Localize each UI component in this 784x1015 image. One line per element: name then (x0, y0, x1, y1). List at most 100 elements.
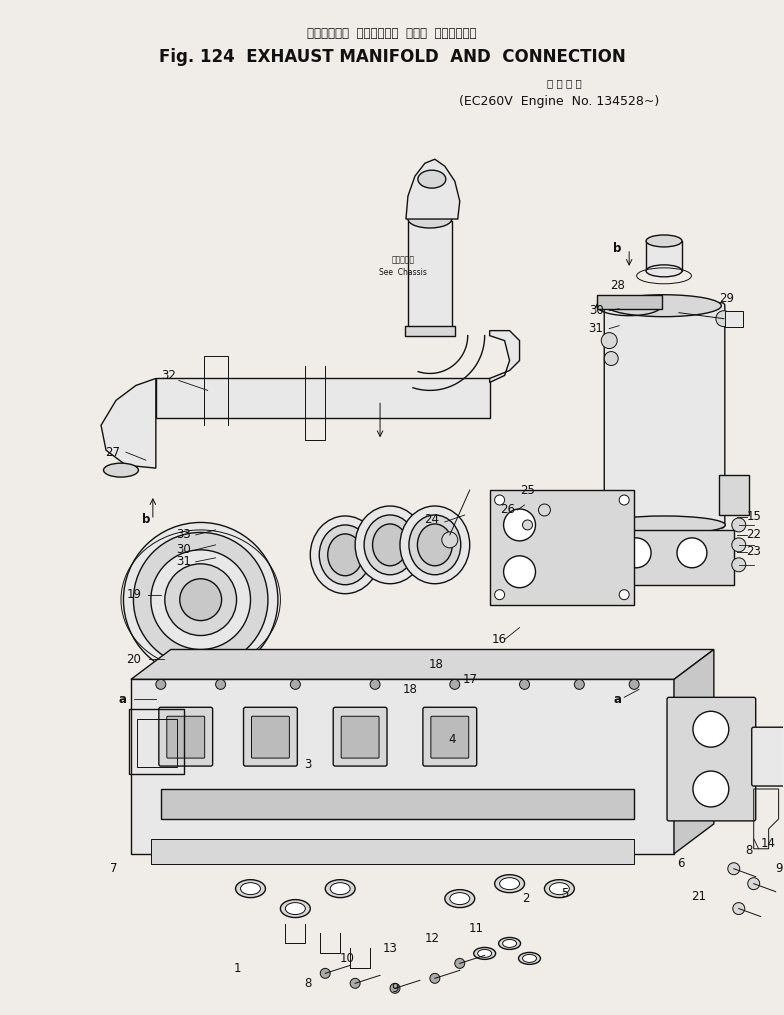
Polygon shape (101, 379, 156, 468)
Text: 30: 30 (176, 543, 191, 556)
Ellipse shape (310, 516, 380, 594)
Ellipse shape (319, 525, 371, 585)
Ellipse shape (445, 889, 474, 907)
Text: a: a (119, 693, 127, 705)
Circle shape (495, 495, 505, 505)
Ellipse shape (477, 949, 492, 957)
Ellipse shape (503, 940, 517, 947)
Ellipse shape (646, 265, 682, 277)
Text: 車体編参照
See  Chassis: 車体編参照 See Chassis (379, 255, 427, 277)
Ellipse shape (474, 947, 495, 959)
Text: 5: 5 (561, 887, 568, 900)
Text: 1: 1 (234, 962, 241, 974)
Text: 19: 19 (126, 588, 141, 601)
FancyBboxPatch shape (167, 717, 205, 758)
Ellipse shape (408, 210, 452, 228)
Circle shape (601, 333, 617, 348)
Ellipse shape (603, 516, 725, 534)
Text: 16: 16 (492, 633, 507, 646)
FancyBboxPatch shape (752, 727, 784, 786)
FancyBboxPatch shape (252, 717, 289, 758)
Text: 26: 26 (500, 503, 515, 517)
Circle shape (156, 679, 165, 689)
Circle shape (450, 679, 459, 689)
Text: 4: 4 (448, 733, 456, 746)
Ellipse shape (400, 506, 470, 584)
Circle shape (731, 538, 746, 552)
Circle shape (539, 504, 550, 516)
Text: 15: 15 (746, 511, 761, 524)
Text: 8: 8 (745, 844, 753, 858)
Circle shape (455, 958, 465, 968)
Circle shape (748, 878, 760, 889)
Circle shape (495, 590, 505, 600)
FancyBboxPatch shape (408, 221, 452, 331)
Ellipse shape (646, 234, 682, 247)
Circle shape (604, 351, 619, 365)
Ellipse shape (241, 883, 260, 894)
Circle shape (619, 495, 629, 505)
Circle shape (290, 679, 300, 689)
Ellipse shape (180, 579, 222, 620)
Ellipse shape (522, 954, 536, 962)
Text: 13: 13 (383, 942, 397, 955)
Ellipse shape (165, 563, 237, 635)
Text: 8: 8 (305, 976, 312, 990)
Circle shape (520, 679, 529, 689)
Text: 33: 33 (176, 529, 191, 541)
Ellipse shape (450, 892, 470, 904)
Polygon shape (490, 331, 520, 383)
Circle shape (621, 538, 651, 567)
Circle shape (575, 679, 584, 689)
Polygon shape (674, 650, 714, 854)
Ellipse shape (325, 880, 355, 897)
Text: 28: 28 (610, 279, 625, 292)
Circle shape (390, 984, 400, 994)
Ellipse shape (418, 171, 446, 188)
Text: 31: 31 (176, 555, 191, 568)
Circle shape (629, 679, 639, 689)
Text: 30: 30 (589, 304, 604, 318)
Ellipse shape (328, 534, 363, 576)
Text: Fig. 124  EXHAUST MANIFOLD  AND  CONNECTION: Fig. 124 EXHAUST MANIFOLD AND CONNECTION (158, 48, 626, 66)
Text: 27: 27 (106, 446, 121, 459)
Ellipse shape (495, 875, 524, 892)
FancyBboxPatch shape (719, 475, 749, 515)
Circle shape (716, 311, 731, 327)
Circle shape (503, 509, 535, 541)
Ellipse shape (499, 878, 520, 889)
FancyBboxPatch shape (431, 717, 469, 758)
Ellipse shape (499, 938, 521, 949)
FancyBboxPatch shape (667, 697, 756, 821)
Polygon shape (406, 159, 459, 219)
Circle shape (370, 679, 380, 689)
Circle shape (731, 558, 746, 571)
FancyBboxPatch shape (595, 530, 734, 585)
FancyBboxPatch shape (159, 707, 212, 766)
Ellipse shape (285, 902, 305, 915)
FancyBboxPatch shape (490, 490, 634, 605)
FancyBboxPatch shape (405, 326, 455, 336)
Text: 21: 21 (691, 890, 706, 903)
Circle shape (430, 973, 440, 984)
FancyBboxPatch shape (646, 241, 682, 271)
Text: 24: 24 (424, 514, 439, 527)
FancyBboxPatch shape (244, 707, 297, 766)
Ellipse shape (550, 883, 569, 894)
Ellipse shape (372, 524, 408, 565)
Ellipse shape (281, 899, 310, 918)
FancyBboxPatch shape (604, 302, 725, 528)
FancyBboxPatch shape (151, 838, 634, 864)
FancyBboxPatch shape (597, 294, 662, 309)
Circle shape (503, 556, 535, 588)
Ellipse shape (235, 880, 266, 897)
Text: 18: 18 (402, 683, 417, 696)
Circle shape (216, 679, 226, 689)
Text: 29: 29 (719, 292, 735, 306)
Text: b: b (613, 243, 622, 256)
Text: 22: 22 (746, 529, 761, 541)
Ellipse shape (409, 515, 461, 574)
Text: 14: 14 (761, 837, 776, 851)
FancyBboxPatch shape (341, 717, 379, 758)
Text: b: b (142, 514, 150, 527)
